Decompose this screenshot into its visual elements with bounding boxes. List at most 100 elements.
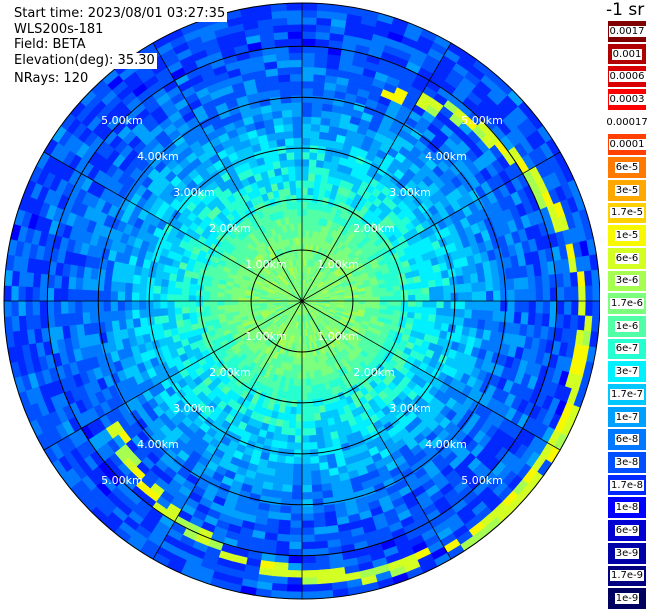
radar-bin bbox=[61, 313, 69, 326]
radar-bin bbox=[309, 166, 316, 174]
radar-bin bbox=[272, 18, 287, 26]
radar-bin bbox=[302, 216, 306, 223]
radar-bin bbox=[463, 318, 471, 328]
radar-bin bbox=[302, 24, 316, 31]
radar-bin bbox=[89, 279, 97, 290]
radar-bin bbox=[291, 506, 302, 513]
radar-bin bbox=[283, 117, 293, 125]
radar-bin bbox=[132, 292, 139, 301]
radar-bin bbox=[311, 463, 320, 471]
radar-bin bbox=[311, 385, 317, 393]
radar-bin bbox=[11, 316, 19, 332]
radar-bin bbox=[515, 301, 522, 313]
radar-bin bbox=[387, 291, 394, 296]
radar-bin bbox=[153, 285, 161, 293]
radar-bin bbox=[154, 316, 162, 324]
radar-bin bbox=[302, 577, 317, 584]
radar-bin bbox=[281, 103, 292, 111]
radar-bin bbox=[302, 358, 305, 365]
radar-bin bbox=[415, 307, 423, 314]
radar-bin bbox=[320, 125, 330, 133]
radar-bin bbox=[408, 307, 416, 313]
radar-bin bbox=[61, 301, 68, 314]
radar-bin bbox=[317, 441, 325, 449]
radar-bin bbox=[422, 307, 430, 314]
radar-bin bbox=[401, 290, 408, 296]
radar-bin bbox=[61, 276, 69, 289]
radar-bin bbox=[319, 462, 329, 470]
radar-bin bbox=[182, 307, 190, 314]
radar-bin bbox=[277, 534, 290, 542]
radar-bin bbox=[139, 292, 146, 301]
radar-bin bbox=[313, 506, 324, 514]
radar-bin bbox=[274, 562, 288, 570]
radar-bin bbox=[493, 301, 500, 311]
radar-bin bbox=[89, 290, 96, 301]
radar-bin bbox=[203, 311, 211, 317]
radar-bin bbox=[415, 301, 422, 307]
radar-bin bbox=[280, 499, 291, 507]
radar-bin bbox=[174, 301, 181, 308]
radar-bin bbox=[296, 407, 302, 414]
radar-bin bbox=[479, 301, 486, 311]
radar-bin bbox=[278, 74, 290, 82]
radar-bin bbox=[309, 435, 317, 443]
radar-bin bbox=[302, 521, 314, 528]
radar-bin bbox=[160, 301, 167, 308]
radar-bin bbox=[408, 295, 415, 301]
radar-bin bbox=[315, 167, 323, 175]
radar-bin bbox=[160, 294, 167, 301]
radar-bin bbox=[302, 173, 309, 180]
radar-bin bbox=[279, 513, 291, 521]
radar-bin bbox=[282, 110, 292, 118]
radar-bin bbox=[465, 301, 472, 310]
radar-bin bbox=[302, 60, 315, 67]
radar-bin bbox=[317, 153, 325, 161]
radar-bin bbox=[380, 292, 387, 297]
radar-bin bbox=[456, 275, 464, 284]
radar-bin bbox=[280, 434, 288, 442]
radar-bin bbox=[485, 281, 493, 291]
radar-bin bbox=[316, 32, 330, 40]
radar-bin bbox=[231, 301, 238, 305]
radar-bin bbox=[68, 301, 75, 313]
radar-bin bbox=[359, 298, 366, 301]
radar-bin bbox=[470, 319, 478, 329]
radar-bin bbox=[309, 442, 317, 450]
radar-bin bbox=[585, 301, 592, 316]
radar-bin bbox=[295, 237, 299, 244]
radar-bin bbox=[577, 315, 585, 330]
radar-bin bbox=[298, 372, 302, 379]
radar-bin bbox=[111, 281, 119, 291]
radar-bin bbox=[33, 315, 41, 329]
radar-bin bbox=[443, 308, 451, 316]
radar-bin bbox=[302, 365, 306, 372]
radar-bin bbox=[429, 287, 437, 294]
radar-bin bbox=[103, 301, 110, 311]
radar-bin bbox=[275, 132, 285, 140]
radar-bin bbox=[302, 95, 313, 102]
radar-bin bbox=[217, 297, 224, 301]
radar-bin bbox=[414, 282, 422, 289]
radar-bin bbox=[272, 583, 288, 591]
radar-bin bbox=[11, 271, 19, 287]
radar-bin bbox=[308, 188, 314, 196]
radar-bin bbox=[283, 477, 293, 485]
radar-bin bbox=[96, 290, 103, 301]
radar-bin bbox=[535, 313, 543, 326]
radar-bin bbox=[298, 379, 302, 386]
radar-bin bbox=[188, 301, 195, 307]
radar-bin bbox=[312, 499, 323, 507]
radar-bin bbox=[19, 315, 27, 330]
radar-bin bbox=[522, 301, 529, 313]
radar-bin bbox=[291, 499, 302, 506]
radar-bin bbox=[312, 96, 323, 104]
radar-bin bbox=[302, 131, 311, 138]
radar-bin bbox=[486, 291, 493, 301]
radar-bin bbox=[289, 173, 296, 181]
radar-bin bbox=[203, 306, 210, 312]
radar-bin bbox=[315, 427, 323, 435]
radar-bin bbox=[478, 310, 486, 320]
radar-bin bbox=[274, 125, 284, 133]
radar-bin bbox=[283, 470, 293, 478]
